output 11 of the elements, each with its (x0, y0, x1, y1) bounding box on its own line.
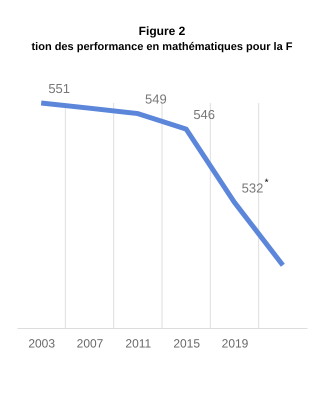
text: 549 (144, 92, 167, 107)
x-tick-label: 2007 (76, 336, 104, 350)
text: 532* (242, 177, 269, 196)
text: 551 (48, 81, 70, 96)
x-tick-label: 2003 (28, 336, 56, 350)
x-tick-label: 2011 (125, 336, 152, 350)
chart-subtitle: tion des performance en mathématiques pour la F (32, 41, 293, 53)
x-tick-label: 2015 (173, 336, 200, 350)
x-tick-label: 2019 (222, 336, 249, 350)
chart-title: Figure 2 (138, 24, 186, 38)
text: 546 (193, 107, 216, 122)
